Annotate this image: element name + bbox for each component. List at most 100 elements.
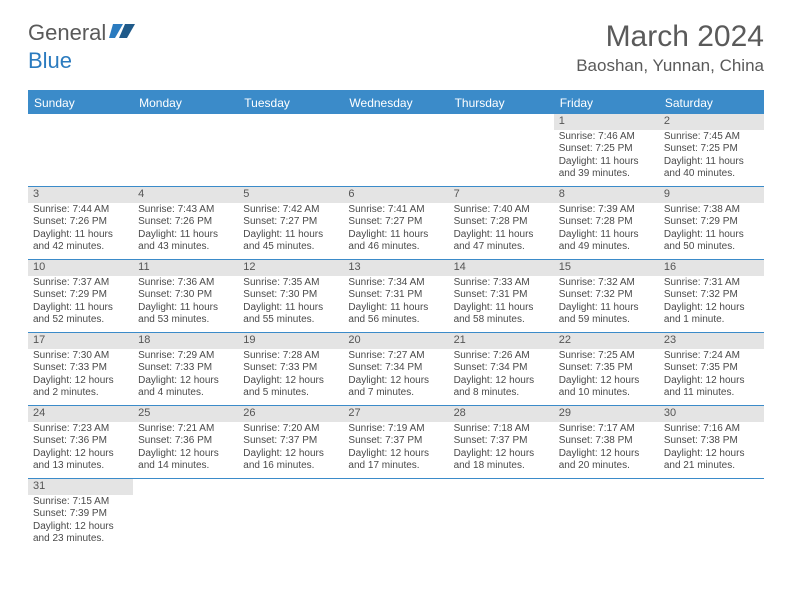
empty-cell	[449, 114, 554, 186]
day-cell: 20Sunrise: 7:27 AMSunset: 7:34 PMDayligh…	[343, 333, 448, 405]
day-info: Sunrise: 7:33 AMSunset: 7:31 PMDaylight:…	[449, 276, 554, 330]
title-block: March 2024 Baoshan, Yunnan, China	[576, 20, 764, 76]
day-info: Sunrise: 7:17 AMSunset: 7:38 PMDaylight:…	[554, 422, 659, 476]
day-info: Sunrise: 7:37 AMSunset: 7:29 PMDaylight:…	[28, 276, 133, 330]
day-info: Sunrise: 7:35 AMSunset: 7:30 PMDaylight:…	[238, 276, 343, 330]
day-info: Sunrise: 7:43 AMSunset: 7:26 PMDaylight:…	[133, 203, 238, 257]
day-info: Sunrise: 7:26 AMSunset: 7:34 PMDaylight:…	[449, 349, 554, 403]
day-cell: 3Sunrise: 7:44 AMSunset: 7:26 PMDaylight…	[28, 187, 133, 259]
week-row: 24Sunrise: 7:23 AMSunset: 7:36 PMDayligh…	[28, 406, 764, 479]
day-info: Sunrise: 7:29 AMSunset: 7:33 PMDaylight:…	[133, 349, 238, 403]
day-number: 31	[28, 479, 133, 495]
day-cell: 29Sunrise: 7:17 AMSunset: 7:38 PMDayligh…	[554, 406, 659, 478]
month-title: March 2024	[576, 20, 764, 54]
day-info: Sunrise: 7:15 AMSunset: 7:39 PMDaylight:…	[28, 495, 133, 549]
day-number: 23	[659, 333, 764, 349]
day-header-row: SundayMondayTuesdayWednesdayThursdayFrid…	[28, 92, 764, 114]
day-cell: 17Sunrise: 7:30 AMSunset: 7:33 PMDayligh…	[28, 333, 133, 405]
day-cell: 18Sunrise: 7:29 AMSunset: 7:33 PMDayligh…	[133, 333, 238, 405]
day-number: 1	[554, 114, 659, 130]
day-cell: 4Sunrise: 7:43 AMSunset: 7:26 PMDaylight…	[133, 187, 238, 259]
day-cell: 15Sunrise: 7:32 AMSunset: 7:32 PMDayligh…	[554, 260, 659, 332]
day-cell: 22Sunrise: 7:25 AMSunset: 7:35 PMDayligh…	[554, 333, 659, 405]
day-info: Sunrise: 7:34 AMSunset: 7:31 PMDaylight:…	[343, 276, 448, 330]
day-info: Sunrise: 7:20 AMSunset: 7:37 PMDaylight:…	[238, 422, 343, 476]
day-number: 28	[449, 406, 554, 422]
day-number: 13	[343, 260, 448, 276]
day-header-wednesday: Wednesday	[343, 92, 448, 114]
empty-cell	[659, 479, 764, 551]
day-cell: 5Sunrise: 7:42 AMSunset: 7:27 PMDaylight…	[238, 187, 343, 259]
empty-cell	[238, 479, 343, 551]
empty-cell	[238, 114, 343, 186]
day-cell: 21Sunrise: 7:26 AMSunset: 7:34 PMDayligh…	[449, 333, 554, 405]
day-info: Sunrise: 7:36 AMSunset: 7:30 PMDaylight:…	[133, 276, 238, 330]
day-cell: 9Sunrise: 7:38 AMSunset: 7:29 PMDaylight…	[659, 187, 764, 259]
day-number: 6	[343, 187, 448, 203]
day-number: 20	[343, 333, 448, 349]
logo-flag-icon	[109, 22, 135, 40]
logo-text-2: Blue	[28, 48, 72, 74]
day-number: 16	[659, 260, 764, 276]
empty-cell	[133, 479, 238, 551]
day-info: Sunrise: 7:30 AMSunset: 7:33 PMDaylight:…	[28, 349, 133, 403]
day-info: Sunrise: 7:45 AMSunset: 7:25 PMDaylight:…	[659, 130, 764, 184]
week-row: 1Sunrise: 7:46 AMSunset: 7:25 PMDaylight…	[28, 114, 764, 187]
week-row: 31Sunrise: 7:15 AMSunset: 7:39 PMDayligh…	[28, 479, 764, 551]
location: Baoshan, Yunnan, China	[576, 56, 764, 76]
day-cell: 12Sunrise: 7:35 AMSunset: 7:30 PMDayligh…	[238, 260, 343, 332]
day-header-tuesday: Tuesday	[238, 92, 343, 114]
logo-text-1: General	[28, 20, 106, 46]
day-number: 17	[28, 333, 133, 349]
day-cell: 13Sunrise: 7:34 AMSunset: 7:31 PMDayligh…	[343, 260, 448, 332]
day-cell: 7Sunrise: 7:40 AMSunset: 7:28 PMDaylight…	[449, 187, 554, 259]
day-info: Sunrise: 7:21 AMSunset: 7:36 PMDaylight:…	[133, 422, 238, 476]
week-row: 3Sunrise: 7:44 AMSunset: 7:26 PMDaylight…	[28, 187, 764, 260]
header: General March 2024 Baoshan, Yunnan, Chin…	[0, 0, 792, 84]
day-cell: 30Sunrise: 7:16 AMSunset: 7:38 PMDayligh…	[659, 406, 764, 478]
week-row: 17Sunrise: 7:30 AMSunset: 7:33 PMDayligh…	[28, 333, 764, 406]
empty-cell	[343, 479, 448, 551]
day-number: 18	[133, 333, 238, 349]
day-info: Sunrise: 7:38 AMSunset: 7:29 PMDaylight:…	[659, 203, 764, 257]
day-cell: 25Sunrise: 7:21 AMSunset: 7:36 PMDayligh…	[133, 406, 238, 478]
day-number: 10	[28, 260, 133, 276]
day-number: 7	[449, 187, 554, 203]
day-header-thursday: Thursday	[449, 92, 554, 114]
day-number: 3	[28, 187, 133, 203]
day-cell: 31Sunrise: 7:15 AMSunset: 7:39 PMDayligh…	[28, 479, 133, 551]
day-number: 29	[554, 406, 659, 422]
empty-cell	[343, 114, 448, 186]
day-cell: 19Sunrise: 7:28 AMSunset: 7:33 PMDayligh…	[238, 333, 343, 405]
day-number: 27	[343, 406, 448, 422]
day-header-sunday: Sunday	[28, 92, 133, 114]
empty-cell	[28, 114, 133, 186]
day-number: 8	[554, 187, 659, 203]
week-row: 10Sunrise: 7:37 AMSunset: 7:29 PMDayligh…	[28, 260, 764, 333]
day-info: Sunrise: 7:40 AMSunset: 7:28 PMDaylight:…	[449, 203, 554, 257]
day-info: Sunrise: 7:24 AMSunset: 7:35 PMDaylight:…	[659, 349, 764, 403]
calendar: SundayMondayTuesdayWednesdayThursdayFrid…	[28, 90, 764, 551]
day-cell: 26Sunrise: 7:20 AMSunset: 7:37 PMDayligh…	[238, 406, 343, 478]
day-number: 19	[238, 333, 343, 349]
day-cell: 28Sunrise: 7:18 AMSunset: 7:37 PMDayligh…	[449, 406, 554, 478]
day-info: Sunrise: 7:31 AMSunset: 7:32 PMDaylight:…	[659, 276, 764, 330]
empty-cell	[554, 479, 659, 551]
day-info: Sunrise: 7:41 AMSunset: 7:27 PMDaylight:…	[343, 203, 448, 257]
day-info: Sunrise: 7:18 AMSunset: 7:37 PMDaylight:…	[449, 422, 554, 476]
day-cell: 8Sunrise: 7:39 AMSunset: 7:28 PMDaylight…	[554, 187, 659, 259]
day-info: Sunrise: 7:25 AMSunset: 7:35 PMDaylight:…	[554, 349, 659, 403]
day-cell: 23Sunrise: 7:24 AMSunset: 7:35 PMDayligh…	[659, 333, 764, 405]
day-info: Sunrise: 7:19 AMSunset: 7:37 PMDaylight:…	[343, 422, 448, 476]
day-number: 24	[28, 406, 133, 422]
day-header-monday: Monday	[133, 92, 238, 114]
day-cell: 1Sunrise: 7:46 AMSunset: 7:25 PMDaylight…	[554, 114, 659, 186]
day-header-saturday: Saturday	[659, 92, 764, 114]
day-info: Sunrise: 7:46 AMSunset: 7:25 PMDaylight:…	[554, 130, 659, 184]
day-number: 11	[133, 260, 238, 276]
day-cell: 2Sunrise: 7:45 AMSunset: 7:25 PMDaylight…	[659, 114, 764, 186]
logo: General	[28, 20, 135, 46]
day-info: Sunrise: 7:23 AMSunset: 7:36 PMDaylight:…	[28, 422, 133, 476]
day-number: 2	[659, 114, 764, 130]
day-info: Sunrise: 7:28 AMSunset: 7:33 PMDaylight:…	[238, 349, 343, 403]
